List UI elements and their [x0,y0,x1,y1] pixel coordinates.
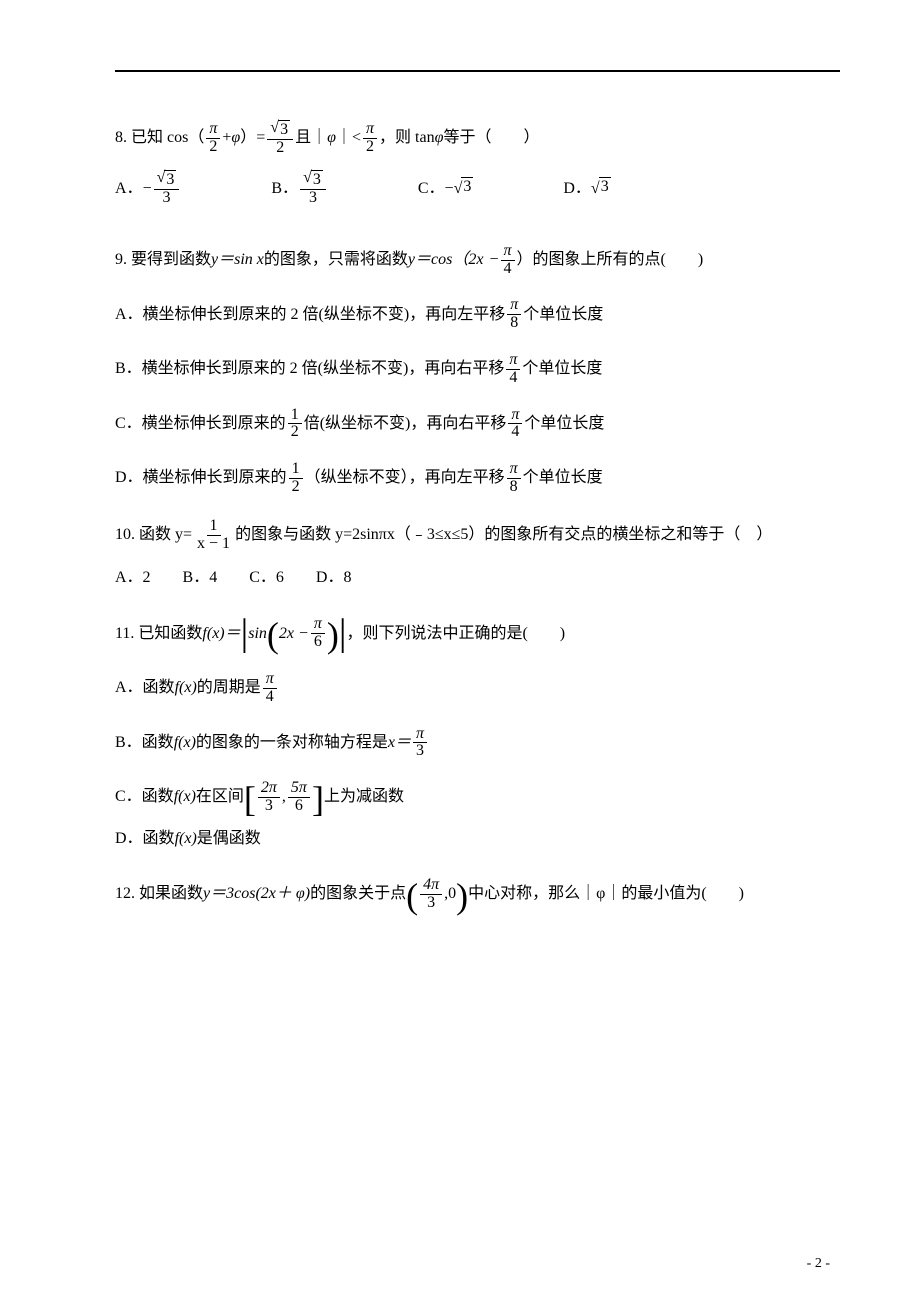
rbracket-big: ] [312,785,324,814]
abs-right: | [339,620,347,647]
q8-tail2: 等于（ ） [443,126,539,150]
rparen-big: ) [327,621,339,650]
q8-opt-c: C． − 3 [418,177,474,201]
top-rule [115,70,840,72]
q11-opt-a: A．函数 f(x) 的周期是 π4 [115,671,840,706]
frac-1-xminus1: 1 x − 1 [194,518,233,553]
q9-opt-b: B．横坐标伸长到原来的 2 倍(纵坐标不变)，再向右平移 π4 个单位长度 [115,352,840,387]
phi3: φ [435,126,444,150]
q8-opt-b: B． 3 3 [271,170,327,206]
q8-opt-a: A． − 3 3 [115,170,181,206]
plus: + [222,126,231,150]
eq: = [256,126,265,150]
q11-opt-c: C．函数 f(x) 在区间 [ 2π3 , 5π6 ] 上为减函数 [115,780,840,815]
q8-opt-d: D． 3 [563,177,610,201]
rparen-big-2: ) [456,882,468,911]
question-12: 12. 如果函数 y＝3cos(2x＋ φ) 的图象关于点 ( 4π3 ,0 )… [115,877,840,912]
lbracket-big: [ [244,785,256,814]
question-11: 11. 已知函数 f(x)＝ | sin ( 2x − π6 ) | ，则下列说… [115,616,840,651]
q9-opt-a: A．横坐标伸长到原来的 2 倍(纵坐标不变)，再向左平移 π8 个单位长度 [115,297,840,332]
q9-opt-d: D．横坐标伸长到原来的 12 （纵坐标不变），再向左平移 π8 个单位长度 [115,461,840,496]
q8-mid3: ｜ [336,126,352,150]
frac-sqrt3-2: 3 2 [267,120,293,156]
frac-pi-2: π 2 [206,121,220,156]
q8-options: A． − 3 3 B． 3 3 C． − 3 D． 3 [115,170,840,206]
q10-options: A．2 B．4 C．6 D．8 [115,566,840,590]
q9-opt-c: C．横坐标伸长到原来的 12 倍(纵坐标不变)，再向右平移 π4 个单位长度 [115,407,840,442]
question-9: 9. 要得到函数 y＝sin x 的图象，只需将函数 y＝cos（2x − π … [115,243,840,278]
phi2: φ [327,126,336,150]
question-8: 8. 已知 cos（ π 2 + φ ） = 3 2 且｜ φ ｜ < π 2 … [115,120,840,156]
lparen-big: ( [267,621,279,650]
q8-text: 8. 已知 cos（ [115,126,204,150]
frac-pi-4: π 4 [501,243,515,278]
rparen: ） [240,126,256,150]
q8-tail: ，则 tan [379,126,435,150]
frac-pi-2-b: π 2 [363,121,377,156]
q11-opt-d: D．函数 f(x) 是偶函数 [115,827,840,851]
phi: φ [231,126,240,150]
question-10: 10. 函数 y= 1 x − 1 的图象与函数 y=2sinπx（﹣3≤x≤5… [115,518,840,553]
lt: < [352,126,361,150]
abs-left: | [241,620,249,647]
page-number: - 2 - [807,1253,830,1274]
lparen-big-2: ( [406,882,418,911]
q11-opt-b: B．函数 f(x) 的图象的一条对称轴方程是 x＝ π3 [115,726,840,761]
q8-mid2: 且｜ [295,126,327,150]
